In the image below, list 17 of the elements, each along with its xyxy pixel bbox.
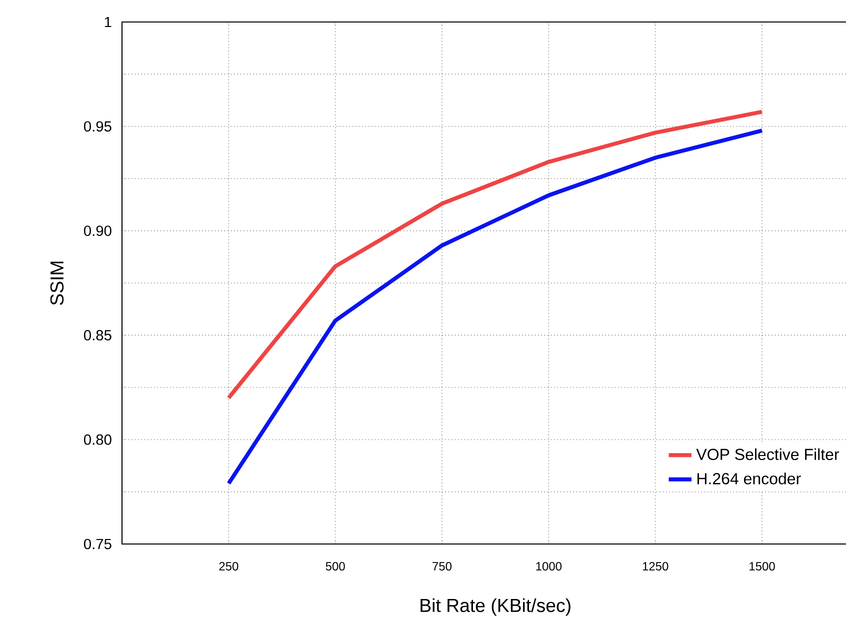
x-tick-label: 1000 [536, 562, 562, 571]
y-tick-label: 0.95 [84, 121, 112, 132]
y-tick-label: 0.90 [84, 226, 112, 236]
y-tick-label: 1 [104, 16, 112, 28]
x-tick-label: 250 [219, 562, 238, 571]
x-tick-label: 500 [326, 562, 345, 571]
line-series [226, 110, 764, 400]
legend-label: H.264 encoder [698, 472, 801, 484]
y-tick-label: 0.80 [84, 434, 112, 445]
legend-label: VOP Selective Filter [696, 448, 840, 460]
x-tick-label: 1250 [642, 562, 668, 571]
y-tick-label: 0.75 [84, 538, 112, 550]
y-tick-label: 0.85 [84, 330, 112, 340]
x-tick-label: 1500 [750, 562, 775, 571]
x-tick-label: 750 [432, 562, 452, 571]
x-axis-title: Bit Rate (KBit/sec) [420, 598, 570, 616]
y-axis-title: SSIM [50, 262, 64, 305]
